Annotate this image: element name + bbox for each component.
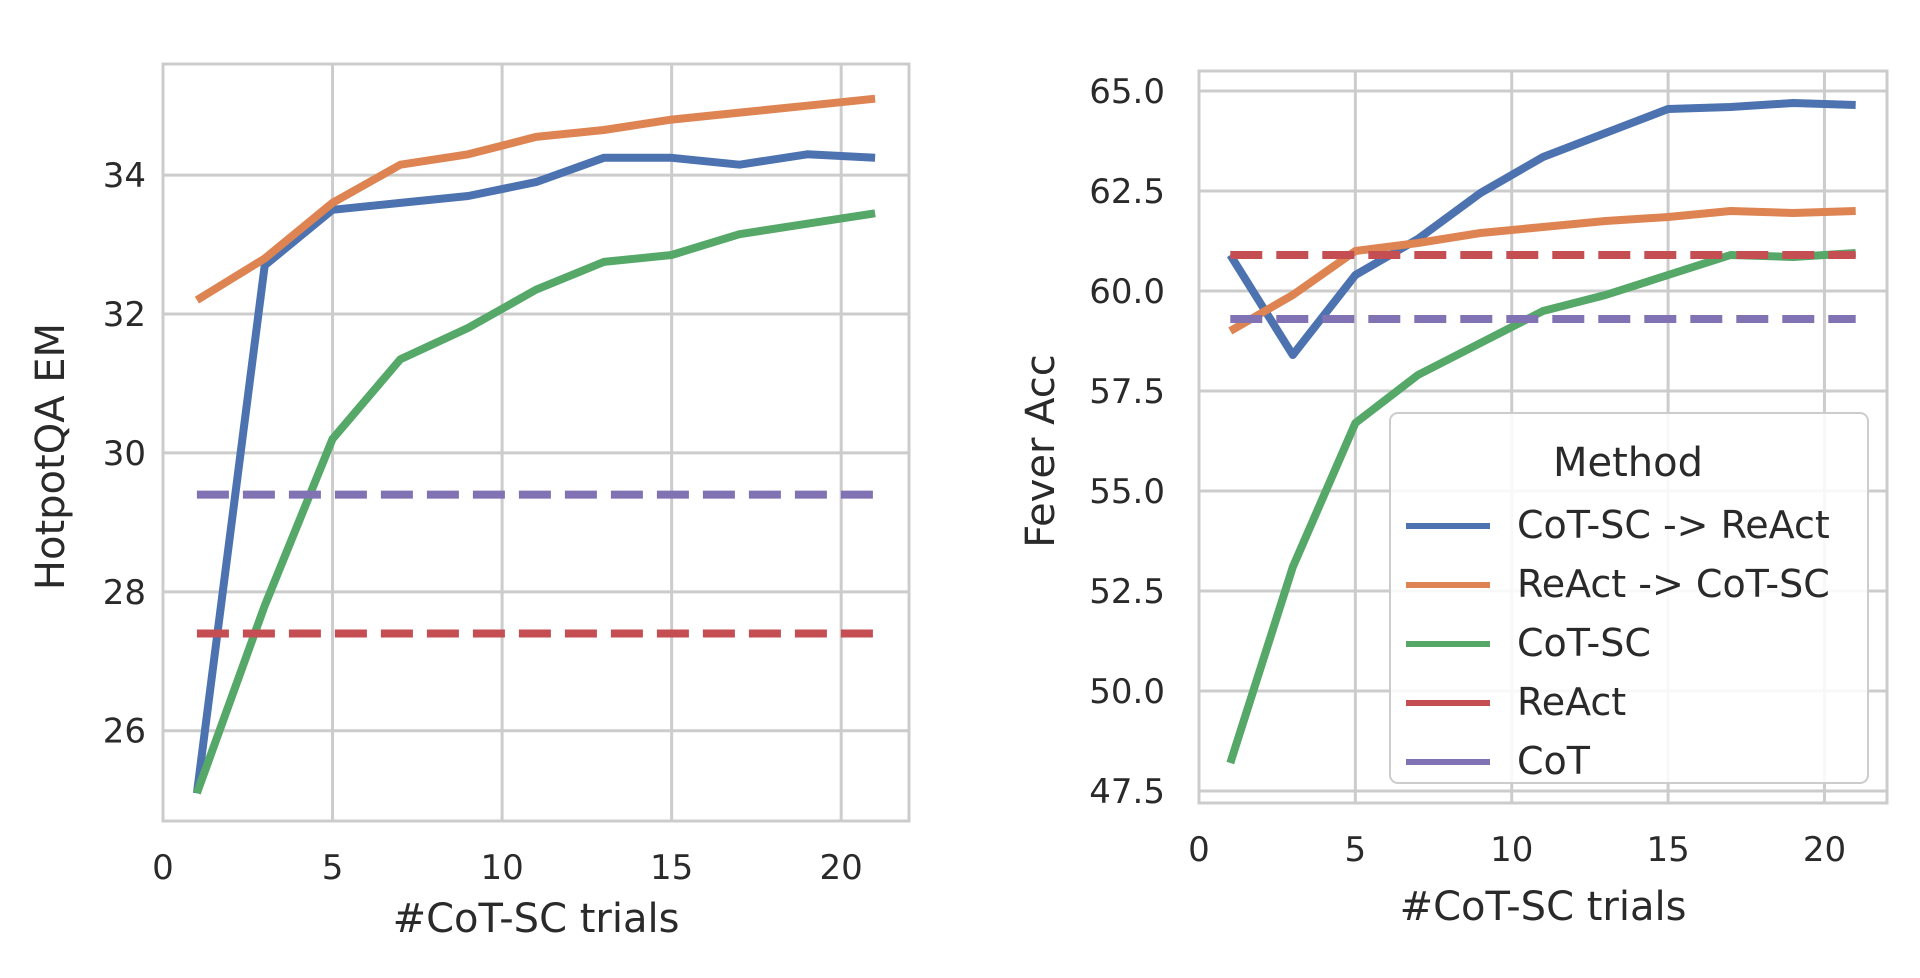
series-line-react-cot-sc <box>194 94 876 304</box>
series-line-cot-sc <box>193 209 876 795</box>
y-axis-label: HotpotQA EM <box>28 323 74 590</box>
x-tick-label: 20 <box>820 848 863 888</box>
x-tick-label: 0 <box>152 848 174 888</box>
y-tick-label: 47.5 <box>1089 772 1165 812</box>
x-tick-label: 15 <box>1646 830 1689 870</box>
y-tick-label: 32 <box>103 295 146 335</box>
y-tick-label: 57.5 <box>1089 372 1165 412</box>
x-axis-label: #CoT-SC trials <box>393 896 680 942</box>
series-line-cot-sc-react <box>192 150 876 794</box>
x-tick-label: 5 <box>1345 830 1367 870</box>
x-tick-label: 15 <box>650 848 693 888</box>
y-tick-label: 30 <box>103 434 146 474</box>
y-tick-label: 34 <box>103 156 146 196</box>
plot-frame <box>161 62 911 823</box>
y-axis-label: Fever Acc <box>1018 354 1064 548</box>
y-tick-label: 55.0 <box>1089 472 1165 512</box>
legend-label-cot-sc: CoT-SC <box>1517 621 1651 665</box>
y-tick-label: 60.0 <box>1089 272 1165 312</box>
x-tick-label: 10 <box>1490 830 1533 870</box>
series-line-react-cot-sc <box>1228 207 1856 335</box>
legend-label-react-cot-sc: ReAct -> CoT-SC <box>1517 562 1830 606</box>
legend-label-cot-sc-react: CoT-SC -> ReAct <box>1517 503 1830 547</box>
x-axis-label: #CoT-SC trials <box>1400 884 1687 930</box>
y-tick-label: 50.0 <box>1089 672 1165 712</box>
y-tick-label: 28 <box>103 573 146 613</box>
legend-label-cot: CoT <box>1517 739 1591 783</box>
x-tick-label: 20 <box>1803 830 1846 870</box>
chart-2: 0 5 10 15 20 47.5 50.0 52.5 55.0 57.5 60.0 62.5 65.0… <box>1018 69 1889 930</box>
y-tick-label: 62.5 <box>1089 172 1165 212</box>
series-line-cot-sc-react <box>1226 99 1856 359</box>
legend-label-react: ReAct <box>1517 680 1626 724</box>
x-tick-label: 5 <box>322 848 344 888</box>
legend-title: Method <box>1553 440 1703 486</box>
chart-1: 0 5 10 15 20 26 28 30 32 34 #CoT-SC trials HotpotQA… <box>28 62 911 942</box>
legend-box <box>1389 412 1869 784</box>
plot-frame <box>1197 69 1889 805</box>
y-tick-label: 52.5 <box>1089 572 1165 612</box>
y-tick-label: 65.0 <box>1089 72 1165 112</box>
y-tick-label: 26 <box>103 712 146 752</box>
x-tick-label: 0 <box>1188 830 1210 870</box>
x-tick-label: 10 <box>480 848 523 888</box>
legend: Method CoT-SC -> ReAct ReAct -> CoT-SC CoT-… <box>1389 412 1869 784</box>
